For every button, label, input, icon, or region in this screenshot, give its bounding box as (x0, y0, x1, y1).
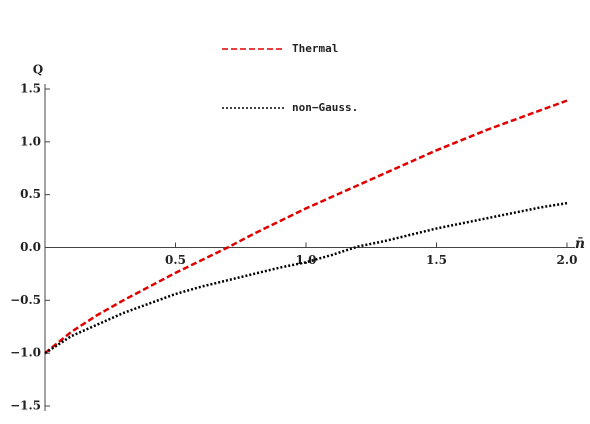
series-line (44, 99, 568, 355)
x-tick-label: 0.5 (165, 253, 186, 267)
y-axis-label: Q (33, 63, 43, 77)
legend-label: Thermal (292, 42, 338, 55)
series-line (44, 201, 568, 355)
y-tick-label: 1.5 (20, 82, 41, 96)
x-tick-label: 1.5 (426, 253, 447, 267)
y-tick-label: 1.0 (20, 134, 41, 148)
y-tick-label: 0.5 (20, 187, 41, 201)
x-axis-label: n̄ (575, 236, 585, 252)
legend-label: non−Gauss. (292, 101, 358, 114)
y-tick-label: −0.5 (10, 293, 41, 307)
y-tick-label: −1.5 (10, 399, 41, 413)
x-tick-label: 2.0 (557, 253, 578, 267)
y-tick-label: 0.0 (20, 240, 41, 254)
y-tick-label: −1.0 (10, 346, 41, 360)
